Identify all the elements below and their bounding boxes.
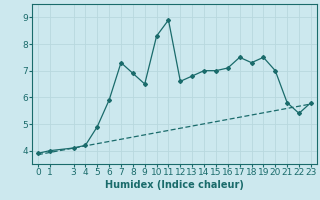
X-axis label: Humidex (Indice chaleur): Humidex (Indice chaleur) (105, 180, 244, 190)
